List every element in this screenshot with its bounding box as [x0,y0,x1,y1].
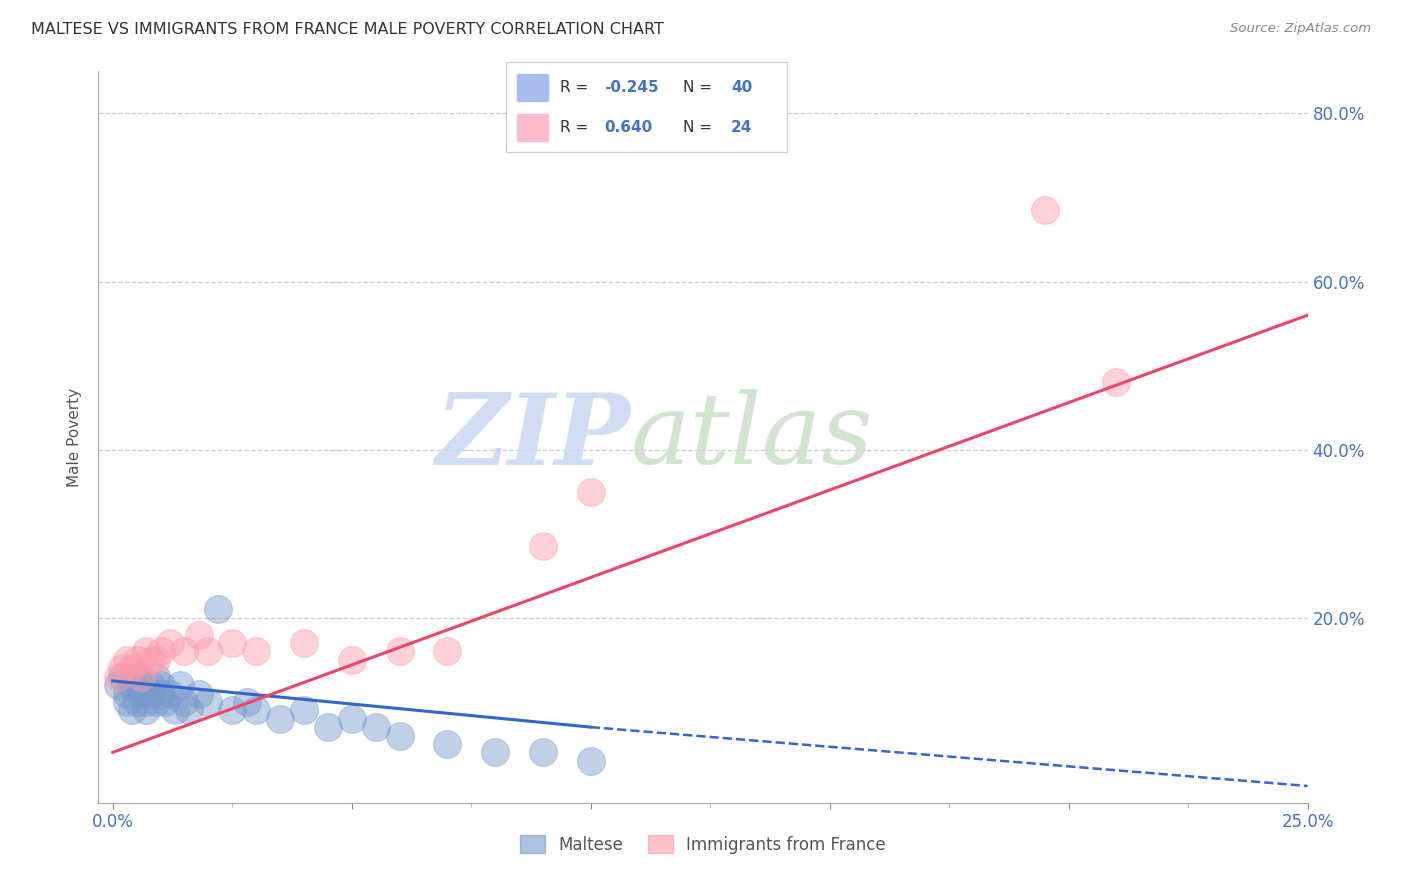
Point [221,636,243,650]
Point [484,745,506,759]
Point [159,686,181,700]
Point [269,712,291,726]
Point [139,678,162,692]
Legend: Maltese, Immigrants from France: Maltese, Immigrants from France [513,829,893,860]
Point [207,602,229,616]
Point [125,695,148,709]
Text: N =: N = [683,80,717,95]
Text: atlas: atlas [630,390,873,484]
Point [139,653,162,667]
Point [197,695,219,709]
Text: MALTESE VS IMMIGRANTS FROM FRANCE MALE POVERTY CORRELATION CHART: MALTESE VS IMMIGRANTS FROM FRANCE MALE P… [31,22,664,37]
Text: N =: N = [683,120,717,135]
Point [155,695,177,709]
Point [340,712,363,726]
Text: -0.245: -0.245 [605,80,659,95]
Point [388,644,411,658]
Point [149,678,172,692]
Point [107,678,129,692]
Point [145,695,167,709]
Point [179,703,201,717]
Point [1105,376,1128,390]
Point [135,644,157,658]
Point [187,686,209,700]
Point [111,670,134,684]
Text: R =: R = [560,120,598,135]
Point [121,678,143,692]
Point [197,644,219,658]
Point [436,644,458,658]
Y-axis label: Male Poverty: Male Poverty [67,387,83,487]
Point [131,686,153,700]
Text: R =: R = [560,80,593,95]
Point [388,729,411,743]
Point [173,644,195,658]
Point [531,540,554,554]
Bar [517,114,548,141]
Point [169,678,191,692]
Bar [517,74,548,101]
Point [145,653,167,667]
Point [115,695,138,709]
Point [1033,203,1056,218]
Point [531,745,554,759]
Point [149,686,172,700]
Point [245,703,267,717]
Point [115,686,138,700]
Point [111,661,134,675]
Point [221,703,243,717]
Point [173,695,195,709]
Point [149,644,172,658]
Point [159,636,181,650]
Point [125,653,148,667]
Point [131,678,153,692]
Point [135,703,157,717]
Point [121,703,143,717]
Point [145,670,167,684]
Point [107,670,129,684]
Text: 40: 40 [731,80,752,95]
Point [292,703,315,717]
Text: ZIP: ZIP [436,389,630,485]
Point [245,644,267,658]
Point [187,627,209,641]
Text: 24: 24 [731,120,752,135]
Point [115,653,138,667]
Point [316,720,339,734]
Point [131,670,153,684]
Point [235,695,257,709]
Point [340,653,363,667]
Point [579,754,602,768]
Point [139,686,162,700]
Text: 0.640: 0.640 [605,120,652,135]
Point [579,484,602,499]
Point [436,737,458,751]
Point [135,695,157,709]
Point [292,636,315,650]
Point [163,703,186,717]
Text: Source: ZipAtlas.com: Source: ZipAtlas.com [1230,22,1371,36]
Point [121,661,143,675]
Point [125,670,148,684]
Point [364,720,387,734]
